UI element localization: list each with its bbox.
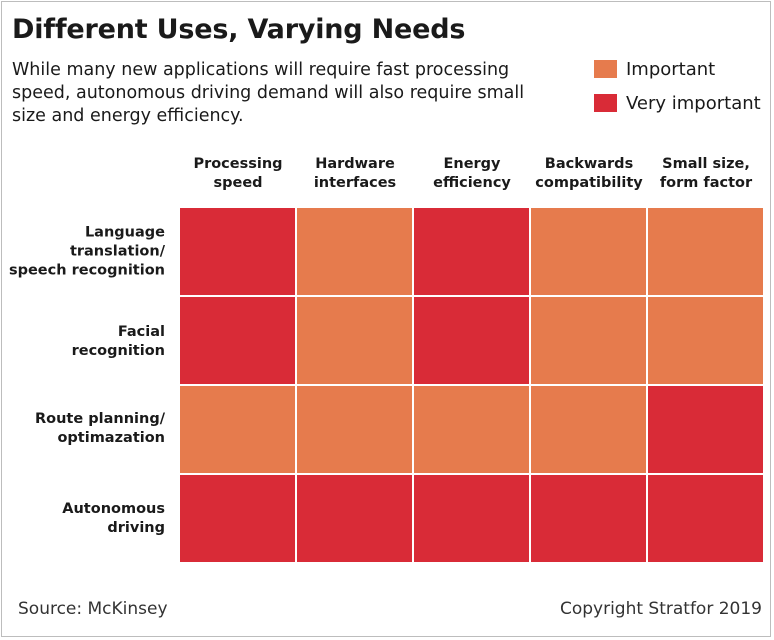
row-header-route-planning: Route planning/ optimazation [34,411,165,446]
heatmap-cell-route-planning-processing [180,386,295,473]
heatmap-cell-autonomous-hardware [297,475,412,562]
heatmap-cell-facial-hardware [297,297,412,384]
heatmap-cell-facial-backwards [531,297,646,384]
heatmap-cell-language-energy [414,208,529,295]
row-header-autonomous-driving: Autonomous driving [62,501,165,536]
heatmap-cell-route-planning-small-size [648,386,763,473]
heatmap-cell-autonomous-processing [180,475,295,562]
heatmap-cell-route-planning-hardware [297,386,412,473]
chart-title: Different Uses, Varying Needs [12,14,466,45]
heatmap-cell-autonomous-small-size [648,475,763,562]
legend-swatch-very-important [594,94,617,112]
legend-item-important: Important [594,57,715,81]
row-header-language-translation: Language translation/ speech recognition [8,224,165,279]
legend-swatch-important [594,60,617,78]
heatmap-cell-route-planning-energy [414,386,529,473]
heatmap-cell-facial-energy [414,297,529,384]
column-header-small-size-form-factor: Small size, form factor [659,156,753,191]
heatmap-cell-language-small-size [648,208,763,295]
column-header-energy-efficiency: Energy efficiency [433,156,511,191]
heatmap-cell-route-planning-backwards [531,386,646,473]
chart-subtitle: While many new applications will require… [12,60,525,126]
column-header-backwards-compatibility: Backwards compatibility [535,156,643,191]
heatmap-cell-autonomous-backwards [531,475,646,562]
heatmap-cell-facial-small-size [648,297,763,384]
legend-label-very-important: Very important [626,92,761,114]
heatmap-cell-autonomous-energy [414,475,529,562]
legend-item-very-important: Very important [594,91,761,115]
heatmap-cell-language-hardware [297,208,412,295]
column-header-hardware-interfaces: Hardware interfaces [313,156,397,191]
source-note: Source: McKinsey [18,599,168,619]
legend-label-important: Important [626,58,716,80]
heatmap-grid [180,208,763,562]
heatmap-cell-language-processing [180,208,295,295]
copyright-note: Copyright Stratfor 2019 [559,599,762,619]
row-header-facial-recognition: Facial recognition [71,324,165,359]
column-header-processing-speed: Processing speed [193,156,283,191]
heatmap-cell-facial-processing [180,297,295,384]
heatmap-cell-language-backwards [531,208,646,295]
